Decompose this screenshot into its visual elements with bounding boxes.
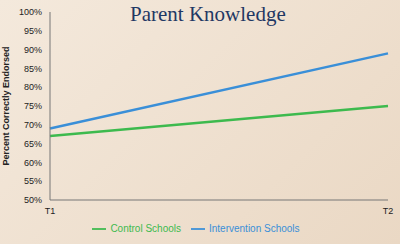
html-text:Control Schools: Control Schools [110,222,181,234]
svg-text:55%: 55% [24,176,42,186]
svg-text:60%: 60% [24,158,42,168]
svg-text:50%: 50% [24,195,42,205]
svg-text:100%: 100% [19,7,42,17]
svg-text:T1: T1 [45,206,56,216]
svg-text:T2: T2 [383,206,392,216]
svg-text:65%: 65% [24,139,42,149]
svg-text:95%: 95% [24,26,42,36]
html-text:Intervention Schools: Intervention Schools [209,222,300,234]
svg-text:90%: 90% [24,45,42,55]
html-text:Parent Knowledge: Parent Knowledge [130,2,286,26]
svg-text:Percent Correctly Endorsed: Percent Correctly Endorsed [8,46,11,165]
svg-text:80%: 80% [24,82,42,92]
svg-text:70%: 70% [24,120,42,130]
svg-text:85%: 85% [24,64,42,74]
svg-text:75%: 75% [24,101,42,111]
